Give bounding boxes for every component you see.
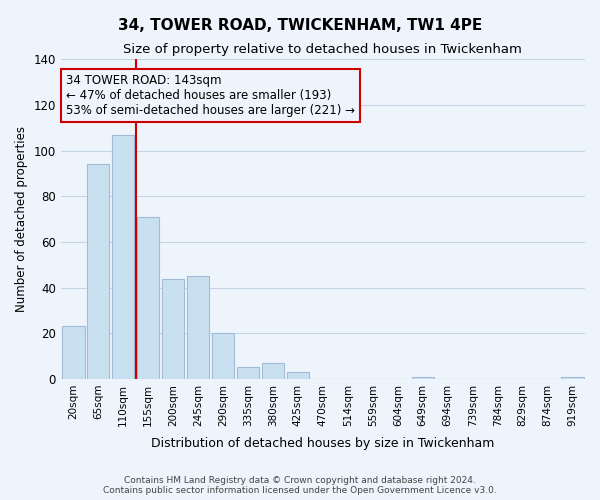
Bar [287,372,309,379]
Bar [187,276,209,379]
Title: Size of property relative to detached houses in Twickenham: Size of property relative to detached ho… [124,42,523,56]
Bar [412,376,434,379]
Bar [87,164,109,379]
Text: 34, TOWER ROAD, TWICKENHAM, TW1 4PE: 34, TOWER ROAD, TWICKENHAM, TW1 4PE [118,18,482,32]
Text: Contains HM Land Registry data © Crown copyright and database right 2024.
Contai: Contains HM Land Registry data © Crown c… [103,476,497,495]
Bar [137,217,160,379]
Bar [62,326,85,379]
X-axis label: Distribution of detached houses by size in Twickenham: Distribution of detached houses by size … [151,437,494,450]
Y-axis label: Number of detached properties: Number of detached properties [15,126,28,312]
Bar [162,278,184,379]
Bar [112,134,134,379]
Bar [237,368,259,379]
Bar [561,376,584,379]
Bar [262,363,284,379]
Text: 34 TOWER ROAD: 143sqm
← 47% of detached houses are smaller (193)
53% of semi-det: 34 TOWER ROAD: 143sqm ← 47% of detached … [66,74,355,117]
Bar [212,334,234,379]
